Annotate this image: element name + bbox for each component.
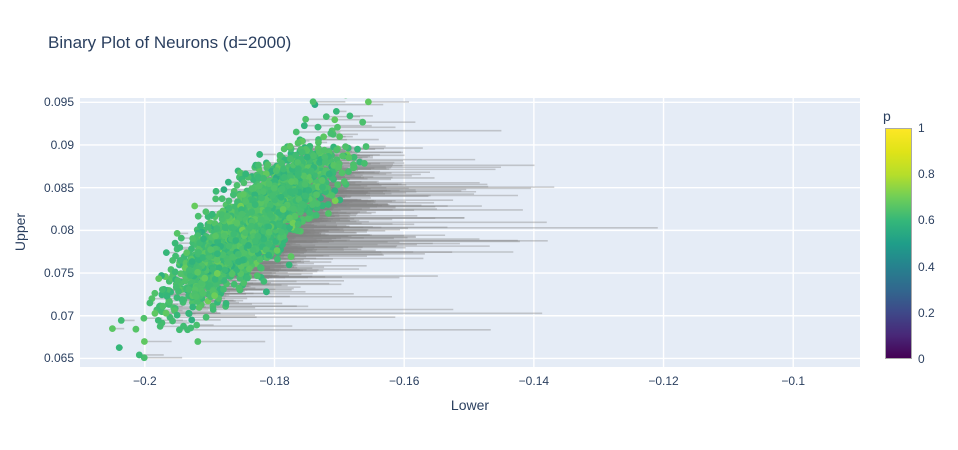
- colorbar-tick-label: 0.6: [918, 213, 935, 228]
- y-tick-label: 0.065: [43, 351, 74, 366]
- y-tick-label: 0.095: [43, 95, 74, 110]
- y-axis-title: Upper: [12, 212, 28, 252]
- scatter-plot-area[interactable]: [80, 98, 860, 367]
- colorbar-title: p: [883, 108, 891, 124]
- x-tick-label: −0.12: [648, 374, 679, 388]
- x-axis-title: Lower: [450, 397, 490, 413]
- chart-title: Binary Plot of Neurons (d=2000): [48, 33, 292, 52]
- y-tick-label: 0.075: [43, 266, 74, 281]
- colorbar-gradient: [885, 128, 912, 359]
- y-tick-label: 0.08: [50, 223, 74, 238]
- colorbar-tick-label: 0.8: [918, 167, 935, 182]
- y-tick-label: 0.07: [50, 308, 74, 323]
- colorbar-tick-label: 1: [918, 121, 925, 135]
- y-tick-label: 0.09: [50, 137, 74, 152]
- colorbar-tick-label: 0: [918, 352, 925, 366]
- x-tick-label: −0.1: [781, 374, 806, 388]
- x-tick-label: −0.14: [518, 374, 550, 388]
- x-tick-label: −0.16: [389, 374, 420, 388]
- y-tick-label: 0.085: [43, 180, 74, 195]
- x-tick-label: −0.2: [132, 374, 157, 388]
- x-tick-label: −0.18: [259, 374, 290, 388]
- colorbar-tick-label: 0.4: [918, 259, 935, 274]
- colorbar-tick-label: 0.2: [918, 305, 935, 320]
